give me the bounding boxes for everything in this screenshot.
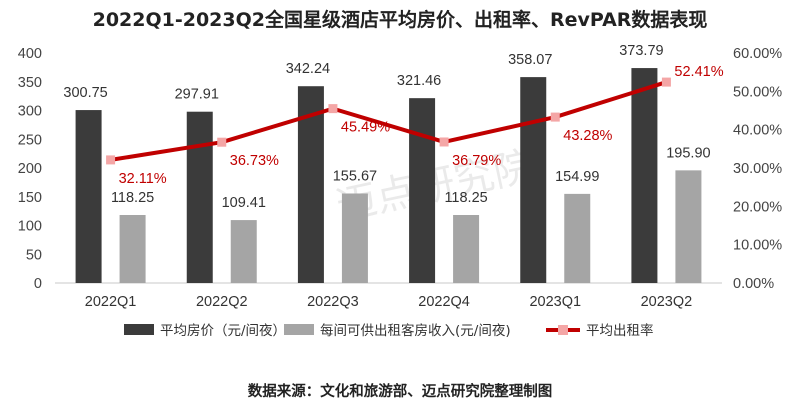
occupancy-data-label: 32.11% xyxy=(119,171,167,187)
source-note: 数据来源：文化和旅游部、迈点研究院整理制图 xyxy=(248,382,553,400)
x-tick-label: 2022Q1 xyxy=(85,294,137,310)
legend-swatch xyxy=(284,324,314,335)
bar-avg-room-rate xyxy=(520,77,547,284)
bar-avg-room-rate xyxy=(409,98,436,284)
bars: 300.75 297.91 342.24 321.46 358.07 373.79 118.… xyxy=(63,43,711,284)
avg-room-rate-data-label: 321.46 xyxy=(397,73,441,89)
occupancy-data-label: 36.73% xyxy=(230,153,279,169)
left-y-tick-label: 300 xyxy=(18,104,42,120)
bar-avg-room-rate xyxy=(75,110,102,283)
legend-label: 每间可供出租客房收入(元/间夜) xyxy=(320,322,511,339)
occupancy-marker xyxy=(661,77,671,87)
right-y-axis: 0.00% 10.00% 20.00% 30.00% 40.00% 50.00% 60.00… xyxy=(733,46,782,292)
avg-room-rate-data-label: 373.79 xyxy=(619,43,663,59)
bar-revpar xyxy=(453,215,480,283)
bar-avg-room-rate xyxy=(186,111,213,283)
occupancy-data-label: 45.49% xyxy=(341,120,390,136)
occupancy-marker xyxy=(550,112,560,122)
occupancy-marker xyxy=(328,104,338,114)
legend-swatch xyxy=(124,324,154,335)
legend: 平均房价（元/间夜） 每间可供出租客房收入(元/间夜) 平均出租率 xyxy=(124,322,654,339)
x-tick-label: 2022Q4 xyxy=(418,294,470,310)
x-tick-label: 2022Q3 xyxy=(307,294,359,310)
chart-title: 2022Q1-2023Q2全国星级酒店平均房价、出租率、RevPAR数据表现 xyxy=(93,8,708,31)
occupancy-marker xyxy=(439,137,449,147)
left-y-tick-label: 150 xyxy=(18,190,42,206)
bar-revpar xyxy=(119,215,146,283)
occupancy-data-label: 36.79% xyxy=(452,153,501,169)
left-y-axis: 0 50 100 150 200 250 300 350 400 xyxy=(18,46,42,292)
revpar-data-label: 154.99 xyxy=(555,169,599,185)
left-y-tick-label: 200 xyxy=(18,161,42,177)
occupancy-line: 32.11% 36.73% 45.49% 36.79% 43.28% 52.41% xyxy=(106,64,724,187)
occupancy-marker xyxy=(217,137,227,147)
x-tick-label: 2022Q2 xyxy=(196,294,248,310)
revpar-data-label: 155.67 xyxy=(333,168,377,184)
left-y-tick-label: 250 xyxy=(18,132,42,148)
legend-label: 平均房价（元/间夜） xyxy=(160,323,286,339)
right-y-tick-label: 40.00% xyxy=(733,123,782,139)
bar-revpar xyxy=(341,193,368,283)
left-y-tick-label: 350 xyxy=(18,75,42,91)
revpar-data-label: 118.25 xyxy=(444,190,487,206)
revpar-data-label: 109.41 xyxy=(222,195,266,211)
right-y-tick-label: 10.00% xyxy=(733,238,782,254)
bar-revpar xyxy=(564,193,591,283)
right-y-tick-label: 50.00% xyxy=(733,84,782,100)
occupancy-marker xyxy=(106,155,116,165)
left-y-tick-label: 0 xyxy=(34,276,42,292)
occupancy-data-label: 43.28% xyxy=(563,128,612,144)
revpar-data-label: 195.90 xyxy=(666,145,710,161)
left-y-tick-label: 400 xyxy=(18,46,42,62)
occupancy-data-label: 52.41% xyxy=(674,64,723,80)
left-y-tick-label: 100 xyxy=(18,219,42,235)
legend-label: 平均出租率 xyxy=(586,322,654,339)
avg-room-rate-data-label: 297.91 xyxy=(175,87,219,103)
x-tick-label: 2023Q2 xyxy=(641,294,693,310)
avg-room-rate-data-label: 300.75 xyxy=(63,85,107,101)
right-y-tick-label: 0.00% xyxy=(733,276,774,292)
bar-avg-room-rate xyxy=(631,68,658,284)
left-y-tick-label: 50 xyxy=(26,247,42,263)
right-y-tick-label: 20.00% xyxy=(733,199,782,215)
right-y-tick-label: 30.00% xyxy=(733,161,782,177)
bar-revpar xyxy=(675,170,702,283)
x-axis-ticks: 2022Q1 2022Q2 2022Q3 2022Q4 2023Q1 2023Q2 xyxy=(85,294,692,310)
avg-room-rate-data-label: 358.07 xyxy=(508,52,552,68)
occupancy-line-path xyxy=(110,80,668,162)
revpar-data-label: 118.25 xyxy=(111,190,154,206)
bar-revpar xyxy=(230,220,257,283)
x-tick-label: 2023Q1 xyxy=(529,294,581,310)
legend-swatch-marker xyxy=(558,325,568,335)
right-y-tick-label: 60.00% xyxy=(733,46,782,62)
avg-room-rate-data-label: 342.24 xyxy=(286,61,330,77)
